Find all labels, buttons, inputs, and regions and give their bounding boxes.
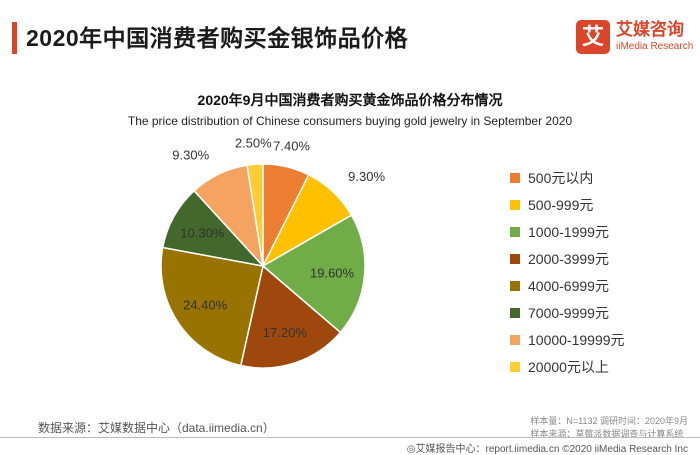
legend-item-7: 20000元以上 [510,353,625,380]
chart-title: 2020年9月中国消费者购买黄金饰品价格分布情况 [197,92,503,108]
chart-legend: 500元以内 500-999元 1000-1999元 2000-3999元 4000-6… [510,164,625,380]
pie-value-label-1: 9.30% [348,169,385,184]
pie-value-label-4: 24.40% [183,297,228,312]
legend-swatch-5 [510,307,520,318]
legend-swatch-0 [510,172,520,183]
legend-swatch-1 [510,199,520,210]
legend-swatch-7 [510,361,520,372]
legend-item-4: 4000-6999元 [510,272,625,299]
sample-info: 样本量：N=1132 调研时间：2020年9月 样本来源：草莓派数据调查与计算系… [530,414,688,440]
legend-item-6: 10000-19999元 [510,326,625,353]
pie-slice-3 [239,264,342,369]
pie-slice-4 [160,246,264,367]
legend-swatch-4 [510,280,520,291]
legend-label-0: 500元以内 [528,169,594,186]
chart-subtitle: The price distribution of Chinese consum… [127,114,573,128]
legend-swatch-3 [510,253,520,264]
data-source: 数据来源：艾媒数据中心（data.iimedia.cn） [38,421,275,435]
legend-label-4: 4000-6999元 [528,277,609,294]
legend-swatch-6 [510,334,520,345]
legend-item-3: 2000-3999元 [510,245,625,272]
pie-slice-7 [246,163,264,267]
pie-value-label-6: 9.30% [172,147,209,162]
legend-item-1: 500-999元 [510,191,625,218]
pie-value-label-2: 19.60% [310,266,355,281]
legend-item-2: 1000-1999元 [510,218,625,245]
footer-divider [0,437,700,438]
sample-size: 样本量：N=1132 调研时间：2020年9月 [530,416,688,426]
pie-value-label-0: 7.40% [273,138,310,153]
pie-value-label-7: 2.50% [235,135,272,150]
legend-swatch-2 [510,226,520,237]
legend-label-6: 10000-19999元 [528,331,625,348]
page-title: 2020年中国消费者购买金银饰品价格 [26,25,409,51]
legend-label-2: 1000-1999元 [528,223,609,240]
legend-item-0: 500元以内 [510,164,625,191]
pie-value-label-3: 17.20% [263,325,308,340]
logo-mark-icon: 艾 [576,20,610,54]
title-accent-bar [12,22,17,54]
brand-logo: 艾 艾媒咨询 iiMedia Research [576,20,696,56]
legend-label-5: 7000-9999元 [528,304,609,321]
sample-origin: 样本来源：草莓派数据调查与计算系统 [530,429,684,439]
legend-item-5: 7000-9999元 [510,299,625,326]
logo-name-en: iiMedia Research [616,41,694,52]
legend-label-7: 20000元以上 [528,358,609,375]
legend-label-3: 2000-3999元 [528,250,609,267]
pie-value-label-5: 10.30% [180,225,225,240]
logo-name-cn: 艾媒咨询 [616,20,684,39]
legend-label-1: 500-999元 [528,196,594,213]
footer-report: ◎艾媒报告中心：report.iimedia.cn ©2020 iiMedia … [406,444,688,455]
pie-slice-2 [261,214,366,334]
